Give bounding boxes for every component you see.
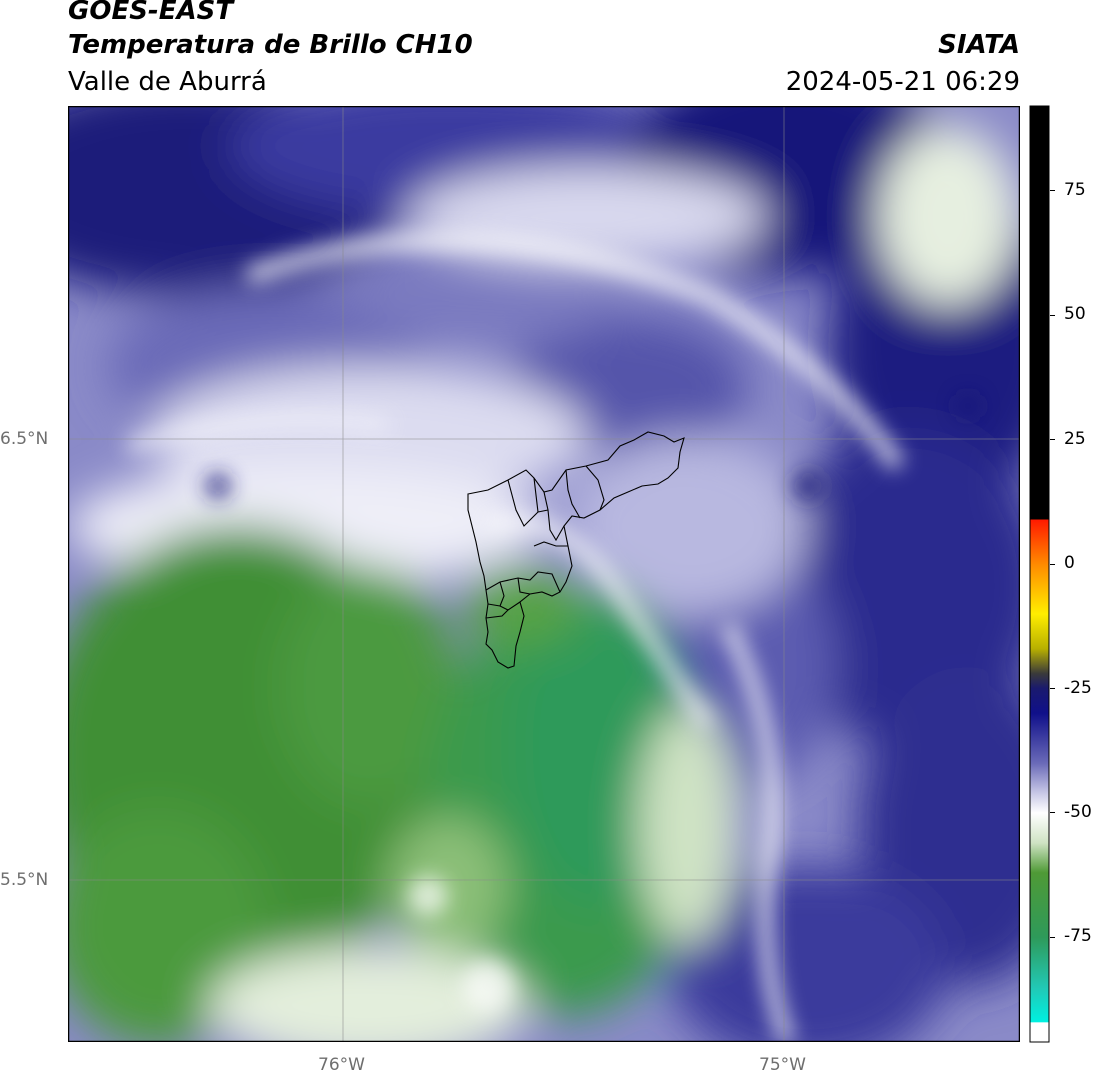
satellite-title: GOES-EAST [68,0,234,26]
colorbar-tick-label: 0 [1064,553,1075,574]
colorbar-tick-mark [1050,190,1055,192]
colorbar-tick-mark [1050,688,1055,689]
colorbar-tick-mark [1050,314,1055,316]
lat-label-6-5: 6.5°N [0,429,49,449]
temperature-colorbar [1029,105,1050,1043]
colorbar-tick-label: 75 [1064,179,1086,200]
gridlines [68,106,1020,1042]
brightness-temperature-map [68,106,1020,1042]
colorbar-tick-mark [1050,563,1055,565]
colorbar-tick-label: -75 [1064,926,1092,947]
datetime-label: 2024-05-21 06:29 [785,67,1020,97]
map-frame [68,106,1020,1042]
lon-label-76w: 76°W [318,1055,365,1075]
product-title: Temperatura de Brillo CH10 [68,30,473,60]
colorbar-tick-label: 25 [1064,428,1086,449]
agency-label: SIATA [938,30,1020,60]
colorbar-tick-mark [1050,812,1055,814]
colorbar-tick-mark [1050,439,1055,441]
colorbar-tick-label: 50 [1064,304,1086,325]
colorbar-tick-label: -25 [1064,677,1092,698]
colorbar-tick-mark [1050,936,1055,938]
aburra-valley-boundaries [467,431,685,669]
lat-label-5-5: 5.5°N [0,870,49,890]
cloud-field [68,106,1020,1042]
region-subtitle: Valle de Aburrá [68,67,267,97]
lon-label-75w: 75°W [759,1055,806,1075]
colorbar-tick-label: -50 [1064,801,1092,822]
